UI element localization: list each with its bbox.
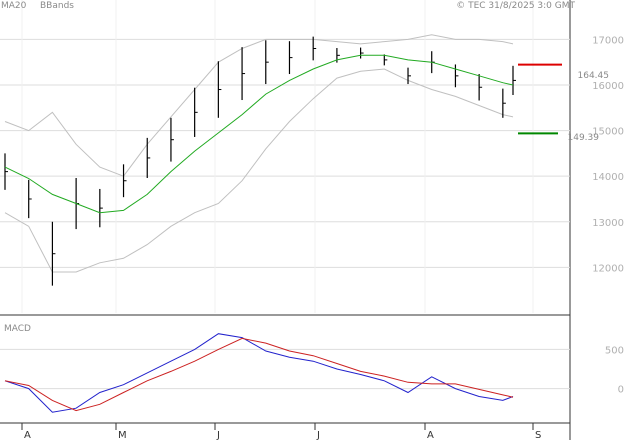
copyright-text: © TEC 31/8/2025 3:0 GMT bbox=[456, 1, 575, 11]
price-tick-label: 14000 bbox=[592, 172, 624, 183]
grid-lines bbox=[0, 0, 570, 390]
bollinger-bands bbox=[4, 34, 514, 273]
macd-tick-label: 500 bbox=[605, 345, 624, 356]
macd-line bbox=[4, 333, 514, 413]
ma20-line bbox=[4, 54, 514, 214]
x-tick-label: M bbox=[118, 430, 127, 440]
price-levels bbox=[518, 63, 562, 135]
ma20-line-path bbox=[4, 54, 514, 214]
price-tick-label: 15000 bbox=[592, 127, 624, 138]
macd-lines bbox=[4, 333, 514, 413]
macd-label: MACD bbox=[4, 324, 31, 334]
price-tick-label: 16000 bbox=[592, 81, 624, 92]
x-tick-label: J bbox=[216, 430, 220, 440]
macd-signal-line bbox=[4, 337, 514, 412]
x-tick-label: A bbox=[24, 430, 31, 440]
bbands-legend: BBands bbox=[40, 1, 74, 11]
price-tick-label: 17000 bbox=[592, 35, 624, 46]
x-tick-label: J bbox=[316, 430, 320, 440]
price-tick-label: 12000 bbox=[592, 263, 624, 274]
x-tick-label: A bbox=[427, 430, 434, 440]
bbands-lower-line bbox=[4, 68, 514, 273]
macd-tick-label: 0 bbox=[618, 385, 624, 396]
ma20-legend: MA20 bbox=[1, 1, 27, 11]
price-bars bbox=[4, 36, 516, 286]
price-tick-label: 13000 bbox=[592, 218, 624, 229]
bbands-upper-line bbox=[4, 34, 514, 177]
chart-frame bbox=[0, 0, 571, 440]
support-label: 149.39 bbox=[568, 133, 600, 143]
resistance-label: 164.45 bbox=[578, 71, 610, 81]
x-tick-label: S bbox=[535, 430, 541, 440]
axis-labels: 12000 13000 14000 15000 16000 17000 0 500 A M J J A S bbox=[21, 35, 624, 440]
